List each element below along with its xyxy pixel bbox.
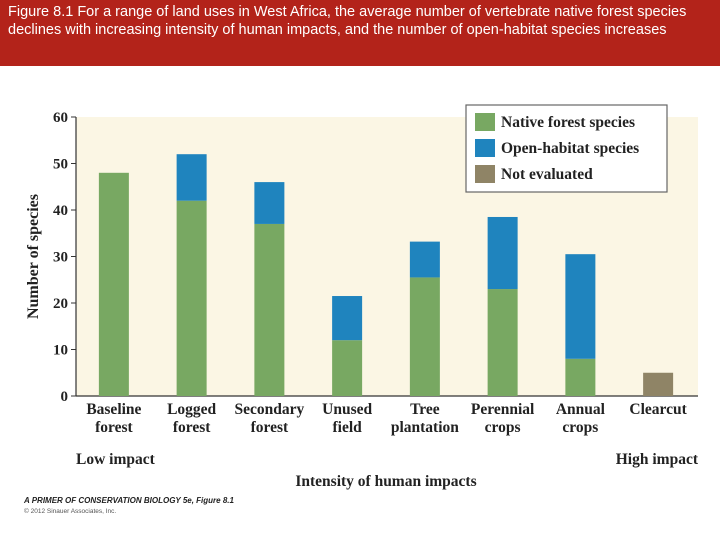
bar-segment — [254, 223, 285, 396]
y-tick-label: 50 — [53, 157, 68, 173]
bar-segment — [487, 289, 518, 396]
category-label: crops — [485, 419, 521, 436]
category-label: Secondary — [235, 401, 305, 418]
bar-segment — [176, 154, 207, 201]
bar-segment — [565, 254, 596, 359]
legend-swatch — [475, 165, 495, 183]
bar-segment — [409, 277, 440, 396]
bar-segment — [643, 372, 674, 396]
category-label: forest — [173, 419, 211, 436]
low-impact-label: Low impact — [76, 451, 156, 468]
y-tick-label: 30 — [53, 250, 68, 266]
caption-text: Figure 8.1 For a range of land uses in W… — [8, 4, 687, 38]
bar-segment — [332, 340, 363, 396]
category-label: field — [332, 419, 362, 436]
legend-swatch — [475, 113, 495, 131]
bar-segment — [487, 216, 518, 290]
category-label: Baseline — [86, 401, 141, 418]
category-label: Unused — [322, 401, 372, 418]
legend-label: Open-habitat species — [501, 140, 639, 157]
category-label: Annual — [556, 401, 606, 418]
legend-swatch — [475, 139, 495, 157]
chart-container: 0 10 20 30 40 50 60 Number of species Baseline fo… — [0, 66, 720, 540]
bar-segment — [254, 182, 285, 224]
category-label: Tree — [410, 401, 440, 418]
y-tick-label: 20 — [53, 296, 68, 312]
category-label: forest — [95, 419, 133, 436]
y-tick-label: 0 — [61, 389, 69, 405]
y-axis-label: Number of species — [25, 194, 42, 319]
figure-caption: Figure 8.1 For a range of land uses in W… — [0, 0, 720, 66]
bar-segment — [176, 200, 207, 396]
bar-segment — [332, 296, 363, 341]
bar-segment — [409, 241, 440, 278]
bar-segment — [565, 358, 596, 396]
y-tick-label: 40 — [53, 203, 68, 219]
category-label: forest — [251, 419, 289, 436]
y-tick-label: 10 — [53, 343, 68, 359]
legend-label: Native forest species — [501, 114, 635, 131]
copyright-notice: © 2012 Sinauer Associates, Inc. — [24, 508, 117, 515]
source-reference: A PRIMER OF CONSERVATION BIOLOGY 5e, Fig… — [24, 496, 234, 505]
x-axis-label: Intensity of human impacts — [295, 473, 476, 490]
category-label: Logged — [167, 401, 216, 418]
category-label: crops — [562, 419, 598, 436]
high-impact-label: High impact — [616, 451, 699, 468]
y-tick-label: 60 — [53, 110, 68, 126]
legend-box — [465, 104, 668, 193]
category-label: Perennial — [471, 401, 535, 418]
category-label: plantation — [391, 419, 459, 436]
legend-label: Not evaluated — [501, 166, 593, 183]
bar-segment — [98, 172, 129, 396]
category-label: Clearcut — [629, 401, 687, 418]
